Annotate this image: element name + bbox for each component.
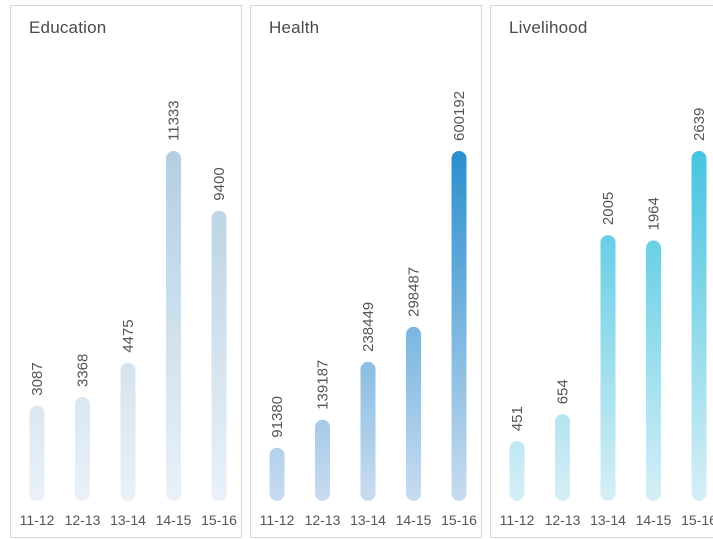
data-label: 451 — [509, 406, 526, 431]
chart-panel-livelihood: Livelihood 451 11-12 654 12-13 2005 13-14 1964… — [490, 5, 713, 538]
chart-panel-education: Education 3087 11-12 3368 12-13 4475 13-14 113… — [10, 5, 242, 538]
chart-panel-health: Health 91380 11-12 139187 12-13 238449 13-14 2… — [250, 5, 482, 538]
x-tick-label: 14-15 — [636, 512, 672, 528]
bar-chart: 91380 11-12 139187 12-13 238449 13-14 298487 14… — [251, 6, 483, 539]
data-label: 11333 — [166, 100, 183, 141]
x-tick-label: 12-13 — [305, 512, 341, 528]
x-tick-label: 14-15 — [396, 512, 432, 528]
bar-11-12 — [270, 448, 285, 501]
bar-chart: 451 11-12 654 12-13 2005 13-14 1964 14-15 2639 15… — [491, 6, 713, 539]
x-tick-label: 12-13 — [65, 512, 101, 528]
bar-11-12 — [30, 406, 45, 501]
data-label: 3368 — [75, 354, 92, 387]
x-tick-label: 11-12 — [260, 512, 295, 528]
bar-chart: 3087 11-12 3368 12-13 4475 13-14 11333 14-15 940… — [11, 6, 243, 539]
bar-15-16 — [452, 151, 467, 501]
bar-15-16 — [692, 151, 707, 501]
bar-14-15 — [646, 241, 661, 502]
x-tick-label: 13-14 — [110, 512, 146, 528]
data-label: 238449 — [360, 302, 377, 352]
data-label: 9400 — [211, 167, 228, 200]
data-label: 2639 — [691, 108, 708, 141]
bar-14-15 — [166, 151, 181, 501]
bar-13-14 — [601, 235, 616, 501]
x-tick-label: 12-13 — [545, 512, 581, 528]
x-tick-label: 14-15 — [156, 512, 192, 528]
x-tick-label: 15-16 — [441, 512, 477, 528]
data-label: 298487 — [406, 267, 423, 317]
bar-12-13 — [75, 397, 90, 501]
x-tick-label: 11-12 — [20, 512, 55, 528]
data-label: 4475 — [120, 319, 137, 352]
data-label: 654 — [555, 379, 572, 404]
x-tick-label: 11-12 — [500, 512, 535, 528]
data-label: 600192 — [451, 91, 468, 141]
x-tick-label: 15-16 — [681, 512, 713, 528]
data-label: 91380 — [269, 396, 286, 438]
x-tick-label: 13-14 — [590, 512, 626, 528]
data-label: 3087 — [29, 362, 46, 395]
bar-12-13 — [555, 414, 570, 501]
x-tick-label: 13-14 — [350, 512, 386, 528]
bar-15-16 — [212, 211, 227, 501]
bar-13-14 — [121, 363, 136, 501]
data-label: 1964 — [646, 197, 663, 230]
x-tick-label: 15-16 — [201, 512, 237, 528]
bar-12-13 — [315, 420, 330, 501]
bar-13-14 — [361, 362, 376, 501]
bar-14-15 — [406, 327, 421, 501]
data-label: 139187 — [315, 360, 332, 410]
bar-11-12 — [510, 441, 525, 501]
data-label: 2005 — [600, 192, 617, 225]
